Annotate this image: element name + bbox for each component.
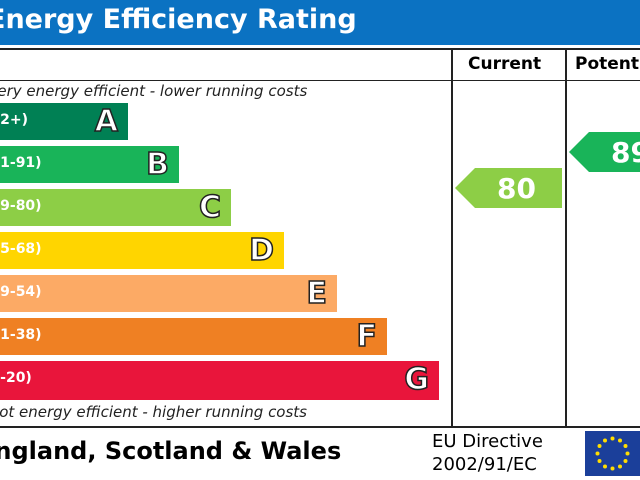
directive: 2002/91/EC — [432, 454, 537, 475]
bottom-note: Not energy efficient - higher running co… — [0, 403, 307, 421]
current-rating: 80 — [497, 172, 536, 205]
title-bar: Energy Efficiency Rating — [0, 0, 640, 45]
band-letter: A — [94, 103, 119, 140]
eu-flag — [585, 431, 640, 476]
band-range: (81-91) — [0, 155, 42, 171]
region: England, Scotland & Wales — [0, 437, 342, 465]
title: Energy Efficiency Rating — [0, 4, 357, 35]
band-letter: F — [356, 318, 378, 355]
potential-arrow: 89 — [569, 132, 640, 172]
frame — [0, 48, 640, 50]
band: (92+) A — [0, 103, 128, 140]
band-range: (21-38) — [0, 327, 42, 343]
band: (69-80) C — [0, 189, 231, 226]
band-letter: C — [198, 189, 222, 226]
band: (81-91) B — [0, 146, 179, 183]
frame — [451, 48, 453, 428]
band-letter: B — [145, 146, 169, 183]
frame — [0, 80, 640, 81]
current-header: Current — [468, 54, 542, 74]
band-range: (1-20) — [0, 370, 32, 386]
directive: EU Directive — [432, 431, 543, 452]
band: (21-38) F — [0, 318, 387, 355]
frame — [565, 48, 567, 428]
band-range: (55-68) — [0, 241, 42, 257]
potential-rating: 89 — [611, 136, 640, 169]
current-arrow: 80 — [455, 168, 562, 208]
band: (55-68) D — [0, 232, 284, 269]
band-letter: E — [306, 275, 328, 312]
band: (1-20) G — [0, 361, 439, 400]
band-range: (92+) — [0, 112, 29, 128]
band-range: (39-54) — [0, 284, 42, 300]
frame — [0, 426, 640, 428]
band: (39-54) E — [0, 275, 337, 312]
band-letter: D — [248, 232, 274, 269]
band-letter: G — [404, 361, 430, 398]
potential-header: Potential — [575, 54, 640, 74]
top-note: Very energy efficient - lower running co… — [0, 82, 308, 100]
band-range: (69-80) — [0, 198, 42, 214]
